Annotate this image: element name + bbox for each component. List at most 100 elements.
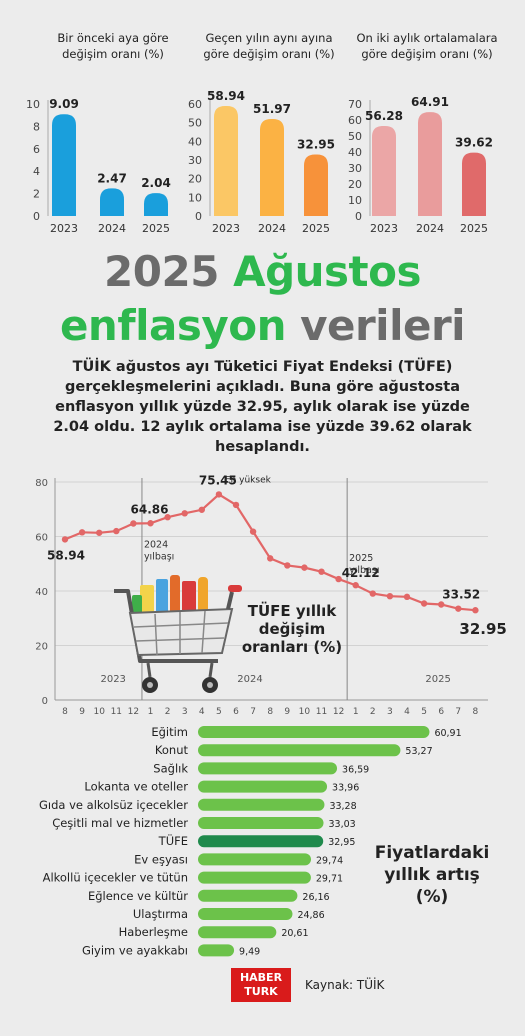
y-tick-label: 10 (26, 98, 40, 111)
bar-value-label: 39.62 (455, 136, 493, 150)
x-tick-label: 10 (299, 707, 311, 717)
data-point (352, 582, 359, 589)
bar (52, 114, 76, 216)
marker-label: yılbaşı (144, 551, 174, 562)
mini-bar-charts: 0 2 4 6 8 10 9.09 2023 2.47 2024 2.04 2025 0 10 20 30 40… (26, 90, 493, 235)
category-label: Giyim ve ayakkabı (82, 943, 188, 957)
category-label: TÜFE (158, 832, 188, 848)
y-tick-label: 0 (42, 696, 48, 707)
y-tick-label: 4 (33, 165, 40, 178)
mini-chart-1-title: Bir önceki aya göre değişim oranı (%) (57, 31, 169, 61)
x-tick-label: 9 (284, 707, 290, 717)
bar-value-label: 29,74 (316, 855, 343, 866)
data-point (249, 528, 257, 535)
bar-value-label: 53,27 (405, 746, 432, 757)
x-tick-label: 2 (165, 707, 171, 717)
bar (198, 798, 325, 811)
data-label: 64.86 (131, 502, 169, 516)
category-label: Lokanta ve oteller (84, 780, 188, 794)
marker-label: yılbaşı (349, 565, 379, 576)
y-tick-label: 0 (33, 210, 40, 223)
x-tick-label: 11 (316, 707, 327, 717)
y-tick-label: 8 (33, 120, 40, 133)
bar-value-label: 56.28 (365, 109, 403, 123)
data-point (147, 520, 154, 527)
x-tick-label: 5 (421, 707, 427, 717)
chart-title: yıllık artış (384, 865, 480, 885)
x-tick-label: 9 (79, 707, 85, 717)
logo-line-1: HABER (239, 971, 283, 984)
data-point (232, 501, 240, 509)
bar (198, 835, 324, 848)
chart-title: (%) (416, 887, 449, 907)
bar (198, 762, 338, 775)
x-tick-label: 8 (62, 707, 68, 717)
data-label: 75.45 (199, 473, 237, 487)
x-tick-label: 3 (182, 707, 188, 717)
x-tick-label: 12 (128, 707, 139, 717)
data-point (181, 510, 188, 517)
data-point (420, 600, 428, 607)
page-headline: 2025 Ağustos enflasyon verileri (0, 245, 525, 353)
y-tick-label: 80 (35, 478, 48, 489)
headline-year: 2025 (104, 247, 219, 296)
bar (198, 853, 312, 866)
bar (198, 780, 328, 793)
category-label: Eğitim (151, 725, 188, 739)
bar (214, 105, 238, 216)
headline-month: Ağustos (233, 247, 421, 296)
marker-label: 2025 (349, 553, 373, 564)
x-tick-label: 5 (216, 707, 222, 717)
chart-title: oranları (%) (242, 638, 342, 656)
data-point (455, 605, 462, 612)
data-point (438, 601, 445, 608)
category-label: Ulaştırma (133, 907, 188, 921)
x-tick-label: 12 (333, 707, 344, 717)
x-tick-label: 4 (404, 707, 410, 717)
bar (198, 726, 430, 738)
y-tick-label: 30 (188, 154, 202, 167)
data-point (130, 520, 137, 527)
y-tick-label: 10 (188, 191, 202, 204)
bar-value-label: 33,28 (329, 801, 356, 812)
bar (198, 944, 235, 957)
bar (198, 908, 293, 920)
bar-value-label: 60,91 (434, 728, 461, 739)
bar (260, 118, 284, 216)
year-label: 2023 (100, 674, 125, 685)
data-point (78, 529, 86, 536)
y-tick-label: 40 (348, 146, 362, 159)
x-tick-label: 1 (353, 707, 359, 717)
x-tick-label: 3 (387, 707, 393, 717)
bar-value-label: 20,61 (281, 928, 308, 939)
bar-value-label: 51.97 (253, 102, 291, 116)
haberturk-logo: HABER TURK (231, 968, 291, 1002)
data-point (164, 514, 171, 521)
y-tick-label: 20 (35, 642, 48, 653)
y-tick-label: 60 (348, 114, 362, 127)
x-tick-label: 2023 (50, 222, 78, 235)
bar-value-label: 2.04 (141, 176, 171, 190)
bar-value-label: 2.47 (97, 171, 127, 185)
bar (198, 871, 311, 884)
category-label: Sağlık (153, 761, 188, 775)
bar-value-label: 9.09 (49, 97, 79, 111)
bar (304, 154, 328, 216)
headline-word-enflasyon: enflasyon (59, 301, 287, 350)
x-tick-label: 8 (267, 707, 273, 717)
data-point (198, 506, 205, 513)
mini-chart-2-title: Geçen yılın aynı ayına göre değişim oran… (203, 31, 335, 61)
y-tick-label: 30 (348, 162, 362, 175)
y-tick-label: 2 (33, 188, 40, 201)
bar-value-label: 26,16 (302, 892, 329, 903)
category-label: Gıda ve alkolsüz içecekler (39, 798, 188, 812)
x-tick-label: 2024 (416, 222, 444, 235)
bar (144, 193, 168, 216)
logo-line-2: TURK (244, 985, 278, 998)
data-point (284, 562, 291, 569)
y-tick-label: 6 (33, 143, 40, 156)
y-tick-label: 60 (35, 533, 48, 544)
x-tick-label: 11 (111, 707, 122, 717)
category-label: Ev eşyası (134, 852, 188, 866)
category-label: Çeşitli mal ve hizmetler (52, 816, 188, 830)
